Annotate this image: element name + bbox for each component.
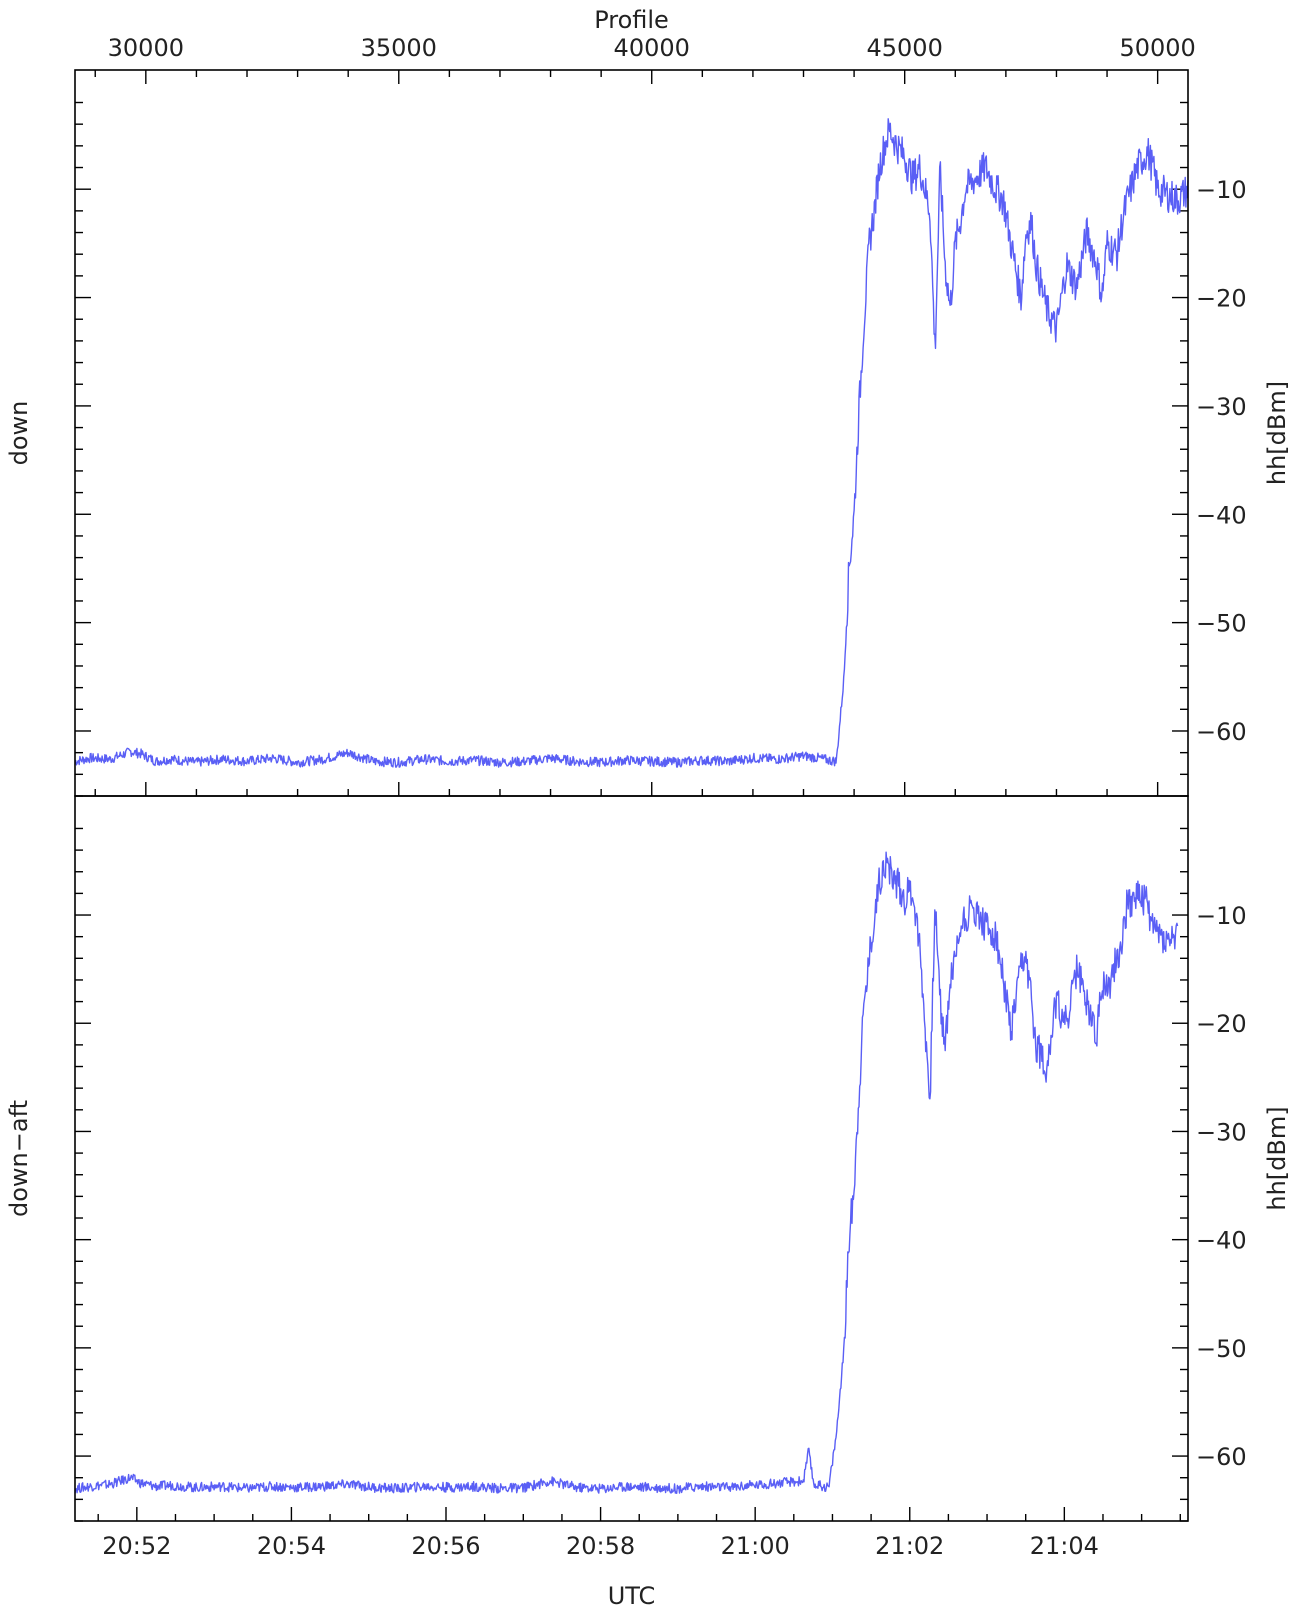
y-tick-label: −50 — [1196, 1335, 1247, 1363]
y-tick-label: −20 — [1196, 1010, 1247, 1038]
top-axis-ticks: 30000 35000 40000 45000 50000 — [94, 34, 1196, 796]
panel-down-aft-series-line — [74, 851, 1179, 1494]
panel-frames — [74, 69, 1189, 1522]
bottom-tick-label: 20:58 — [566, 1532, 635, 1560]
bottom-tick-label: 20:56 — [411, 1532, 480, 1560]
bottom-tick-label: 21:02 — [875, 1532, 944, 1560]
top-axis: Profile 30000 35000 40000 45000 50000 — [94, 6, 1196, 796]
panel-down-aft-right-label: hh[dBm] — [1263, 1106, 1291, 1210]
y-tick-label: −30 — [1196, 1118, 1247, 1146]
bottom-tick-label: 21:00 — [721, 1532, 790, 1560]
y-tick-label: −30 — [1196, 393, 1247, 421]
top-tick-label: 45000 — [867, 34, 943, 62]
top-axis-title: Profile — [594, 6, 669, 34]
bottom-axis-title: UTC — [608, 1582, 656, 1610]
panel-down-aft-y-ticks: −60 −50 −40 −30 −20 −10 — [75, 827, 1247, 1522]
y-tick-label: −10 — [1196, 902, 1247, 930]
panel-down-aft-left-label: down−aft — [5, 1100, 33, 1217]
y-tick-label: −40 — [1196, 1227, 1247, 1255]
top-tick-label: 35000 — [361, 34, 437, 62]
panel-down-aft: down−aft hh[dBm] −60 −50 −40 −30 −20 −10 — [5, 827, 1291, 1522]
y-tick-label: −50 — [1196, 610, 1247, 638]
panel-down: down hh[dBm] −60 −50 −40 −30 −20 −10 — [5, 101, 1291, 797]
top-tick-label: 40000 — [614, 34, 690, 62]
panel-frame — [74, 795, 1189, 1522]
top-tick-label: 30000 — [108, 34, 184, 62]
bottom-tick-label: 21:04 — [1030, 1532, 1099, 1560]
panel-down-right-label: hh[dBm] — [1263, 381, 1291, 485]
panel-down-y-ticks: −60 −50 −40 −30 −20 −10 — [75, 101, 1247, 797]
y-tick-label: −40 — [1196, 501, 1247, 529]
bottom-tick-label: 20:54 — [257, 1532, 326, 1560]
bottom-axis: 20:52 20:54 20:56 20:58 21:00 21:02 21:04 UTC — [97, 1507, 1181, 1610]
panel-down-left-label: down — [5, 401, 33, 466]
panel-down-series-line — [74, 118, 1189, 768]
y-tick-label: −60 — [1196, 718, 1247, 746]
panel-frame — [74, 69, 1189, 797]
y-tick-label: −60 — [1196, 1443, 1247, 1471]
y-tick-label: −10 — [1196, 176, 1247, 204]
y-tick-label: −20 — [1196, 285, 1247, 313]
top-tick-label: 50000 — [1119, 34, 1195, 62]
bottom-tick-label: 20:52 — [102, 1532, 171, 1560]
bottom-axis-ticks: 20:52 20:54 20:56 20:58 21:00 21:02 21:04 — [97, 1507, 1181, 1560]
